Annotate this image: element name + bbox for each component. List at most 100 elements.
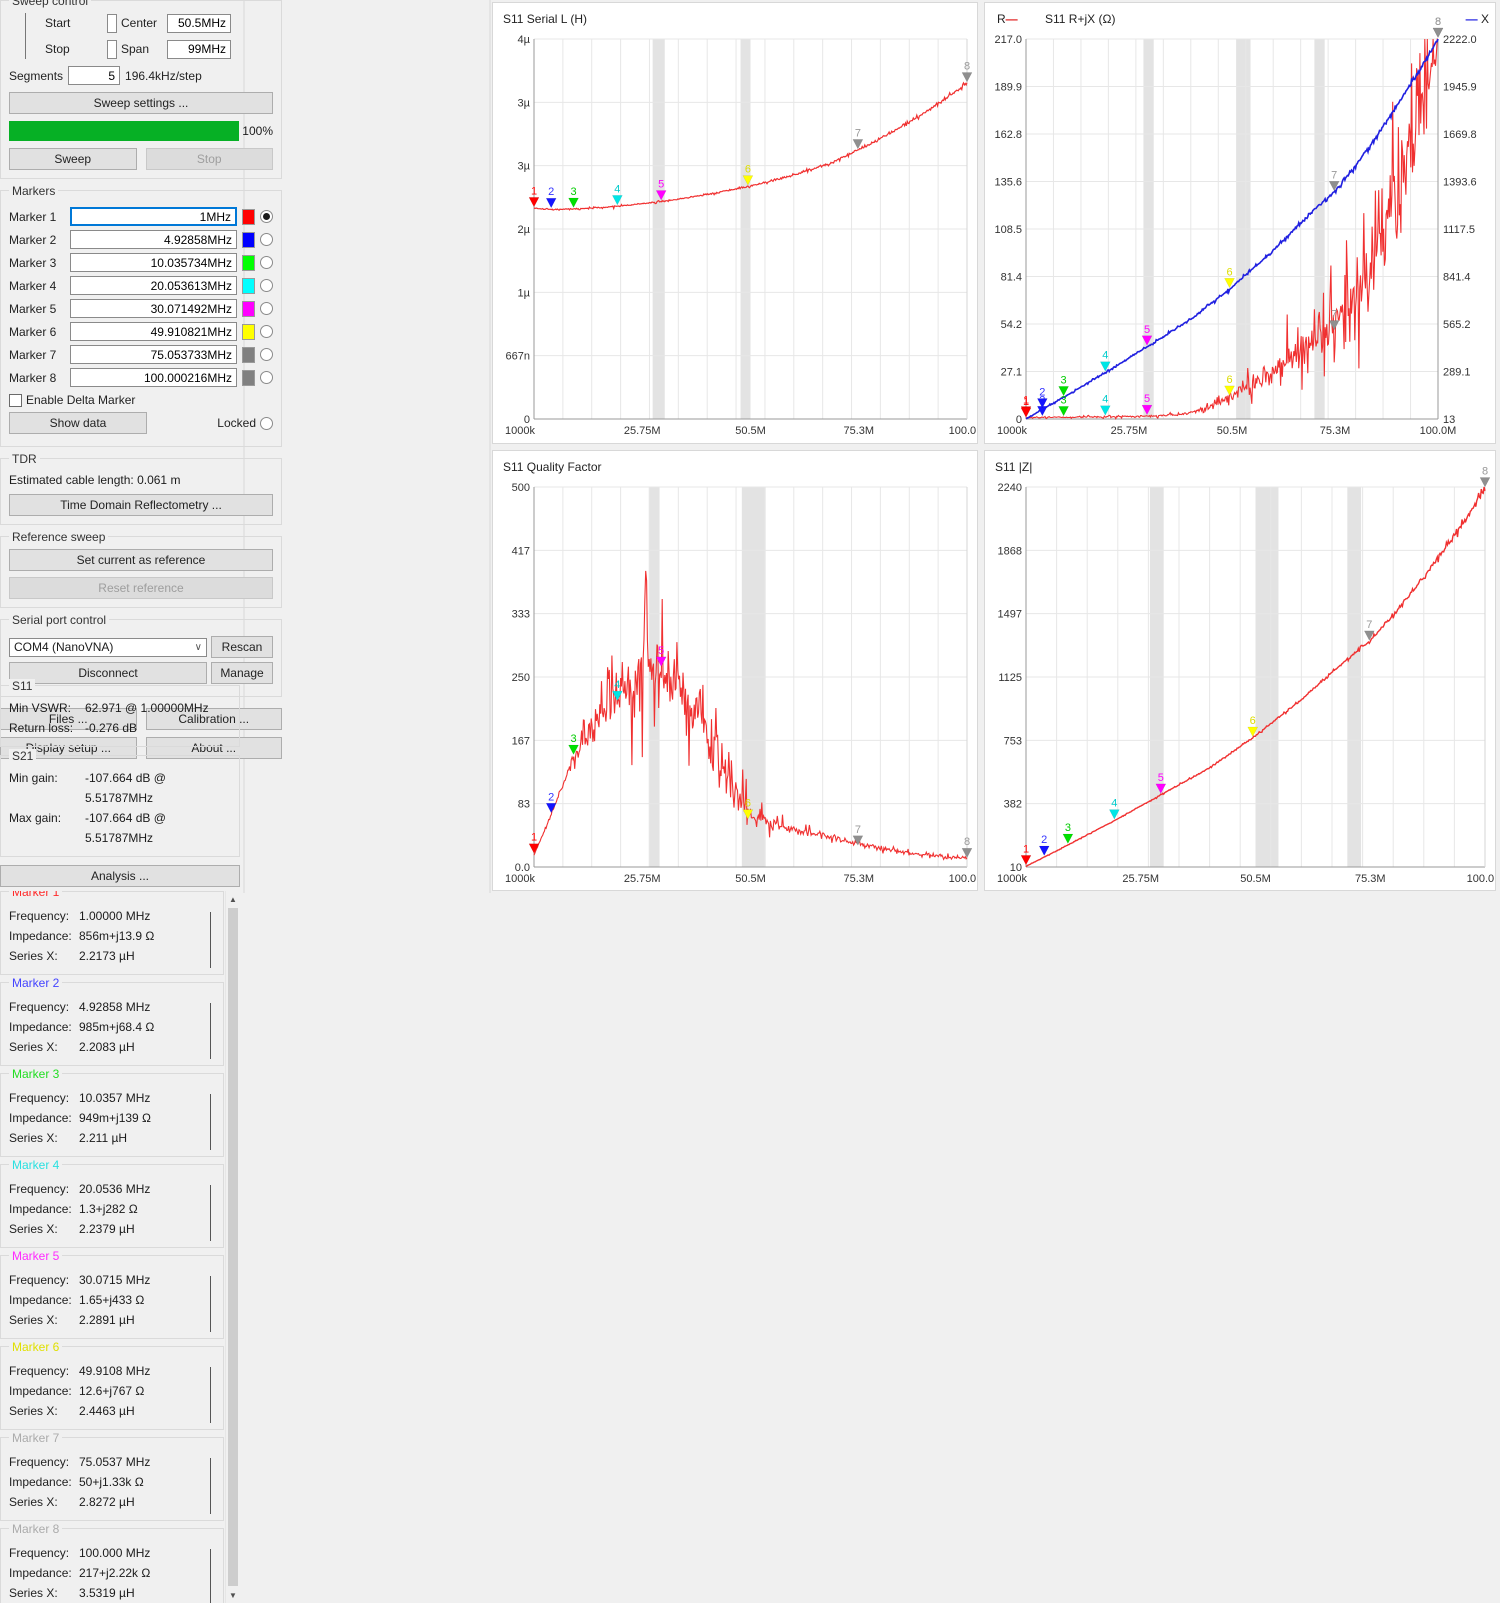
panel-splitter-right[interactable] [489,0,491,893]
marker-3-select-radio[interactable] [260,256,273,269]
chart-marker-8-icon[interactable] [962,848,972,858]
marker-3-color-swatch [242,255,255,271]
marker-5-frequency-input[interactable] [70,299,237,318]
marker-1-select-radio[interactable] [260,210,273,223]
svg-text:2: 2 [1039,386,1045,398]
marker-6-select-radio[interactable] [260,325,273,338]
svg-text:S11 Serial L (H): S11 Serial L (H) [503,12,587,26]
marker-3-row: Marker 3 [9,253,273,272]
marker-7-select-radio[interactable] [260,348,273,361]
marker-8-frequency-input[interactable] [70,368,237,387]
marker-6-color-swatch [242,324,255,340]
marker-7-row: Marker 7 [9,345,273,364]
chart-marker-6-icon[interactable] [1225,386,1235,396]
stop-input[interactable] [107,40,117,59]
marker-1-series_x-value: 2.2173 µH [79,947,135,966]
marker-4-select-radio[interactable] [260,279,273,292]
marker-1-frequency-input[interactable] [70,207,237,226]
disconnect-button[interactable]: Disconnect [9,662,207,684]
marker-8-detail-title: Marker 8 [9,1522,62,1536]
chart-marker-2-icon[interactable] [1039,846,1049,856]
svg-text:217.0: 217.0 [994,34,1022,46]
marker-1-frequency-label: Frequency: [9,907,79,926]
chart-marker-2-icon[interactable] [546,198,556,208]
center-input[interactable] [167,14,231,33]
chart-marker-7-icon[interactable] [1329,320,1339,330]
svg-text:8: 8 [964,836,970,848]
max-gain-value: -107.664 dB @ 5.51787MHz [85,808,231,848]
chart-marker-1-icon[interactable] [529,843,539,853]
sweep-settings-button[interactable]: Sweep settings ... [9,92,273,114]
marker-2-impedance-label: Impedance: [9,1018,79,1037]
manage-button[interactable]: Manage [211,662,273,684]
marker-5-color-swatch [242,301,255,317]
segments-input[interactable] [68,66,120,85]
chart-marker-3-icon[interactable] [569,198,579,208]
scrollbar-up-arrow-icon[interactable]: ▲ [226,891,240,907]
marker-3-frequency-input[interactable] [70,253,237,272]
marker-3-label: Marker 3 [9,256,65,270]
chart-marker-2-icon[interactable] [546,803,556,813]
chart-marker-8-icon[interactable] [962,72,972,82]
marker-6-detail-title: Marker 6 [9,1340,62,1354]
marker-details-scrollbar[interactable]: ▲ ▼ [225,891,240,1603]
svg-text:1µ: 1µ [518,287,531,299]
marker-8-row: Marker 8 [9,368,273,387]
scrollbar-thumb[interactable] [228,908,238,1586]
marker-2-select-radio[interactable] [260,233,273,246]
start-input[interactable] [107,14,117,33]
chart-marker-3-icon[interactable] [1063,834,1073,844]
marker-1-color-swatch [242,209,255,225]
svg-text:7: 7 [855,823,861,835]
svg-text:S11 Quality Factor: S11 Quality Factor [503,460,601,474]
marker-8-series_x-label: Series X: [9,1584,79,1603]
marker-6-frequency-input[interactable] [70,322,237,341]
chart-marker-1-icon[interactable] [1021,855,1031,865]
enable-delta-marker-checkbox[interactable] [9,394,22,407]
chart-marker-8-icon[interactable] [1433,28,1443,38]
marker-1-row: Marker 1 [9,207,273,226]
tdr-button[interactable]: Time Domain Reflectometry ... [9,494,273,516]
marker-7-detail-box: Marker 7Frequency:75.0537 MHzImpedance:5… [0,1437,224,1521]
chart-marker-8-icon[interactable] [1480,477,1490,487]
marker-4-frequency-input[interactable] [70,276,237,295]
sweep-button[interactable]: Sweep [9,148,137,170]
marker-2-label: Marker 2 [9,233,65,247]
chart-marker-1-icon[interactable] [529,197,539,207]
marker-2-color-swatch [242,232,255,248]
marker-2-series_x-label: Series X: [9,1038,79,1057]
chart-marker-3-icon[interactable] [1059,406,1069,416]
svg-text:3: 3 [1065,822,1071,834]
show-data-button[interactable]: Show data [9,412,147,434]
marker-8-select-radio[interactable] [260,371,273,384]
svg-text:167: 167 [512,735,530,747]
scrollbar-down-arrow-icon[interactable]: ▼ [226,1587,240,1603]
svg-text:1000k: 1000k [505,425,535,437]
set-reference-button[interactable]: Set current as reference [9,549,273,571]
rescan-button[interactable]: Rescan [211,636,273,658]
marker-2-impedance-value: 985m+j68.4 Ω [79,1018,154,1037]
serial-port-title: Serial port control [9,613,109,627]
svg-text:83: 83 [518,798,530,810]
locked-radio[interactable] [260,417,273,430]
svg-text:S11 R+jX (Ω): S11 R+jX (Ω) [1045,12,1115,26]
marker-2-frequency-input[interactable] [70,230,237,249]
svg-text:75.3M: 75.3M [1320,425,1351,437]
marker-5-select-radio[interactable] [260,302,273,315]
marker-7-frequency-input[interactable] [70,345,237,364]
marker-5-frequency-value: 30.0715 MHz [79,1271,150,1290]
marker-1-impedance-label: Impedance: [9,927,79,946]
legend-x: — X [1466,12,1489,26]
return-loss-label: Return loss: [9,718,85,738]
analysis-button[interactable]: Analysis ... [0,865,240,887]
svg-text:5: 5 [1144,393,1150,405]
span-input[interactable] [167,40,231,59]
marker-1-detail-box: Marker 1Frequency:1.00000 MHzImpedance:8… [0,891,224,975]
serial-port-select[interactable]: COM4 (NanoVNA) ∨ [9,638,207,657]
chart-marker-7-icon[interactable] [1329,181,1339,191]
